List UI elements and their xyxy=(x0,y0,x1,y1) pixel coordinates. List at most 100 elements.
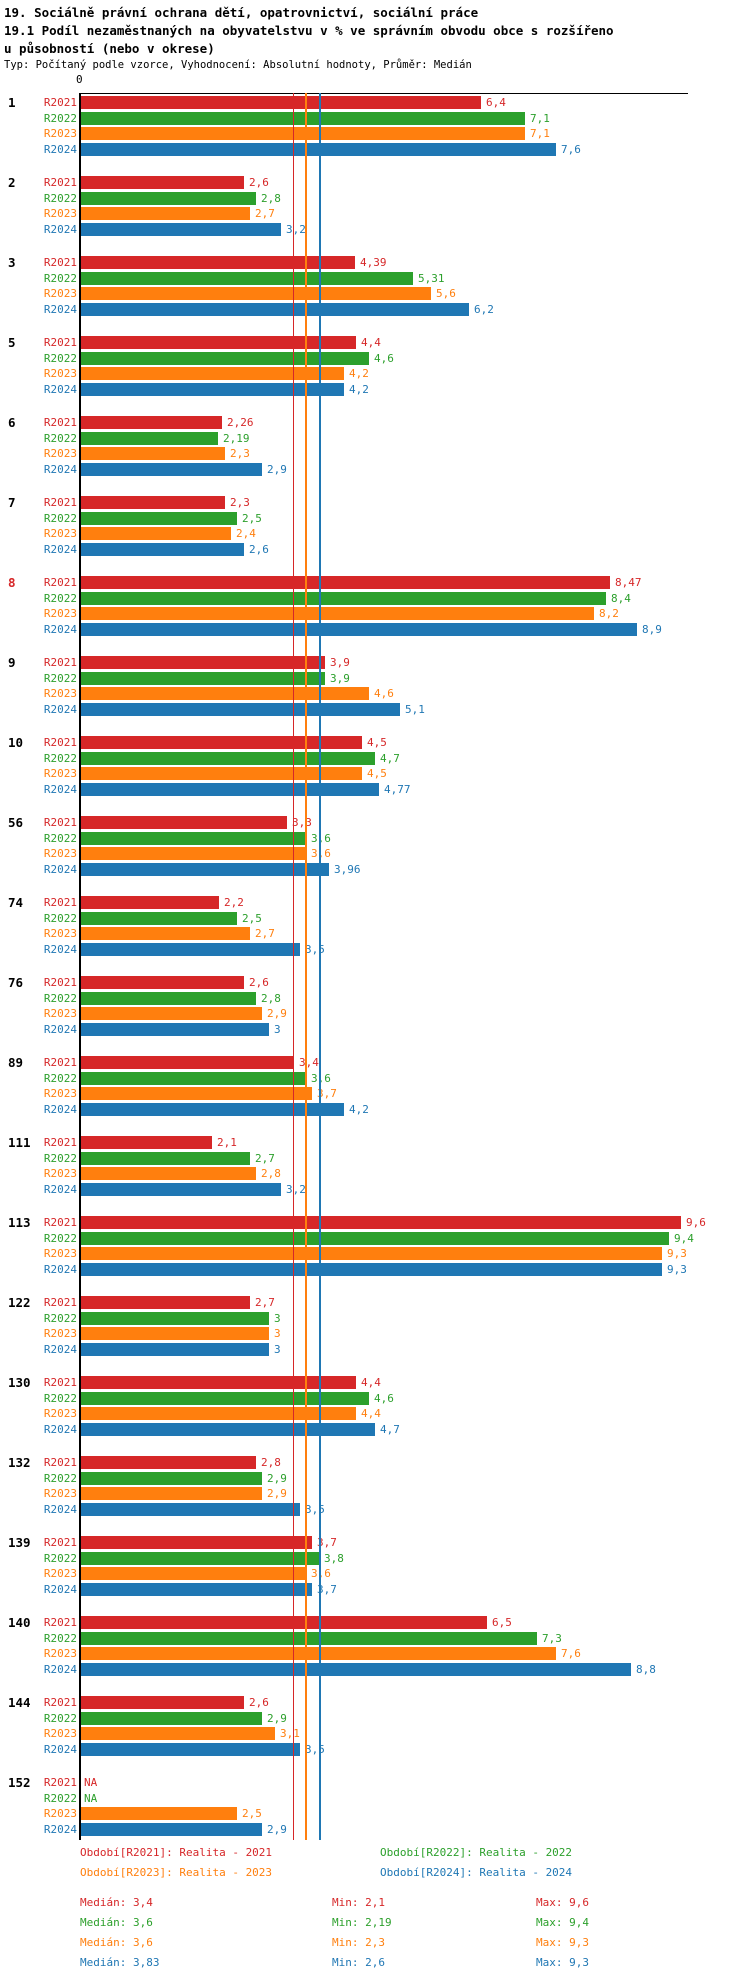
series-label-r2021: R2021 xyxy=(43,896,77,909)
bar-value-label: 4,2 xyxy=(349,1102,369,1116)
series-label-r2023: R2023 xyxy=(43,1807,77,1820)
bar-76-r2022 xyxy=(81,991,256,1005)
series-label-r2023: R2023 xyxy=(43,847,77,860)
series-label-r2023: R2023 xyxy=(43,207,77,220)
chart-subtitle: Typ: Počítaný podle vzorce, Vyhodnocení:… xyxy=(4,59,472,71)
series-label-r2024: R2024 xyxy=(43,1182,77,1196)
bar-7-r2024 xyxy=(81,542,244,556)
bar-value-label: 3,8 xyxy=(324,1551,344,1565)
bar-value-label: 3,6 xyxy=(311,1071,331,1085)
bar-value-label: 2,4 xyxy=(236,527,256,540)
series-label-r2024: R2024 xyxy=(43,862,77,876)
series-label-r2022: R2022 xyxy=(43,1631,77,1645)
series-label-r2022: R2022 xyxy=(43,831,77,845)
series-label-r2024: R2024 xyxy=(43,142,77,156)
group-label-2: 2 xyxy=(8,175,16,190)
series-label-r2024: R2024 xyxy=(43,942,77,956)
group-label-113: 113 xyxy=(8,1215,31,1230)
series-label-r2021: R2021 xyxy=(43,96,77,109)
group-label-3: 3 xyxy=(8,255,16,270)
bar-89-r2021 xyxy=(81,1056,294,1069)
series-label-r2023: R2023 xyxy=(43,447,77,460)
bar-value-label: 2,6 xyxy=(249,976,269,989)
bar-76-r2021 xyxy=(81,976,244,989)
series-label-r2022: R2022 xyxy=(43,671,77,685)
bar-8-r2023 xyxy=(81,607,594,620)
bar-value-label: 2,7 xyxy=(255,1151,275,1165)
bar-130-r2021 xyxy=(81,1376,356,1389)
group-label-7: 7 xyxy=(8,495,16,510)
series-label-r2022: R2022 xyxy=(43,351,77,365)
bar-value-label: 3,9 xyxy=(330,656,350,669)
group-label-76: 76 xyxy=(8,975,24,990)
series-label-r2022: R2022 xyxy=(43,1791,77,1805)
bar-130-r2023 xyxy=(81,1407,356,1420)
bar-value-label: 2,9 xyxy=(267,1822,287,1836)
bar-7-r2023 xyxy=(81,527,231,540)
series-label-r2022: R2022 xyxy=(43,751,77,765)
series-label-r2024: R2024 xyxy=(43,1102,77,1116)
median-reference-line-r2024 xyxy=(319,93,321,1840)
bar-76-r2024 xyxy=(81,1022,269,1036)
series-label-r2022: R2022 xyxy=(43,991,77,1005)
bar-value-label: 3,5 xyxy=(305,1742,325,1756)
legend-item-r2022: Období[R2022]: Realita - 2022 xyxy=(380,1846,573,1859)
stat-max-r2021: Max: 9,6 xyxy=(536,1896,589,1909)
bar-value-label: 6,5 xyxy=(492,1616,512,1629)
bar-130-r2024 xyxy=(81,1422,375,1436)
series-label-r2021: R2021 xyxy=(43,336,77,349)
series-label-r2023: R2023 xyxy=(43,367,77,380)
group-label-139: 139 xyxy=(8,1535,31,1550)
series-label-r2024: R2024 xyxy=(43,1662,77,1676)
bar-111-r2024 xyxy=(81,1182,281,1196)
stat-max-r2023: Max: 9,3 xyxy=(536,1936,589,1949)
bar-value-label: 2,9 xyxy=(267,1711,287,1725)
bar-value-label: 3,6 xyxy=(311,831,331,845)
bar-value-label: 3,6 xyxy=(311,847,331,860)
bar-56-r2021 xyxy=(81,816,287,829)
series-label-r2023: R2023 xyxy=(43,127,77,140)
bar-2-r2024 xyxy=(81,222,281,236)
series-label-r2021: R2021 xyxy=(43,416,77,429)
bar-74-r2022 xyxy=(81,911,237,925)
series-label-r2021: R2021 xyxy=(43,1776,77,1789)
bar-value-label: 7,6 xyxy=(561,1647,581,1660)
bar-value-label: 4,6 xyxy=(374,1391,394,1405)
bar-74-r2023 xyxy=(81,927,250,940)
bar-value-label: 3,2 xyxy=(286,222,306,236)
bar-132-r2022 xyxy=(81,1471,262,1485)
series-label-r2024: R2024 xyxy=(43,1342,77,1356)
series-label-r2021: R2021 xyxy=(43,1296,77,1309)
group-label-8: 8 xyxy=(8,575,16,590)
bar-111-r2023 xyxy=(81,1167,256,1180)
series-label-r2021: R2021 xyxy=(43,816,77,829)
bar-value-label: 3,5 xyxy=(305,1502,325,1516)
bar-value-label: 2,3 xyxy=(230,447,250,460)
bar-value-label: 2,8 xyxy=(261,191,281,205)
bar-113-r2024 xyxy=(81,1262,662,1276)
series-label-r2022: R2022 xyxy=(43,271,77,285)
bar-5-r2022 xyxy=(81,351,369,365)
series-label-r2021: R2021 xyxy=(43,656,77,669)
bar-113-r2023 xyxy=(81,1247,662,1260)
bar-5-r2023 xyxy=(81,367,344,380)
series-label-r2022: R2022 xyxy=(43,1711,77,1725)
series-label-r2023: R2023 xyxy=(43,1007,77,1020)
bar-9-r2022 xyxy=(81,671,325,685)
bar-8-r2022 xyxy=(81,591,606,605)
series-label-r2023: R2023 xyxy=(43,767,77,780)
series-label-r2021: R2021 xyxy=(43,1056,77,1069)
series-label-r2023: R2023 xyxy=(43,287,77,300)
series-label-r2024: R2024 xyxy=(43,1422,77,1436)
series-label-r2021: R2021 xyxy=(43,736,77,749)
bar-value-label: 3,5 xyxy=(305,942,325,956)
legend-item-r2023: Období[R2023]: Realita - 2023 xyxy=(80,1866,273,1879)
bar-89-r2022 xyxy=(81,1071,306,1085)
series-label-r2024: R2024 xyxy=(43,222,77,236)
stat-max-r2024: Max: 9,3 xyxy=(536,1956,589,1969)
series-label-r2023: R2023 xyxy=(43,1087,77,1100)
bar-7-r2022 xyxy=(81,511,237,525)
bar-value-label: 3,4 xyxy=(299,1056,319,1069)
bar-8-r2021 xyxy=(81,576,610,589)
